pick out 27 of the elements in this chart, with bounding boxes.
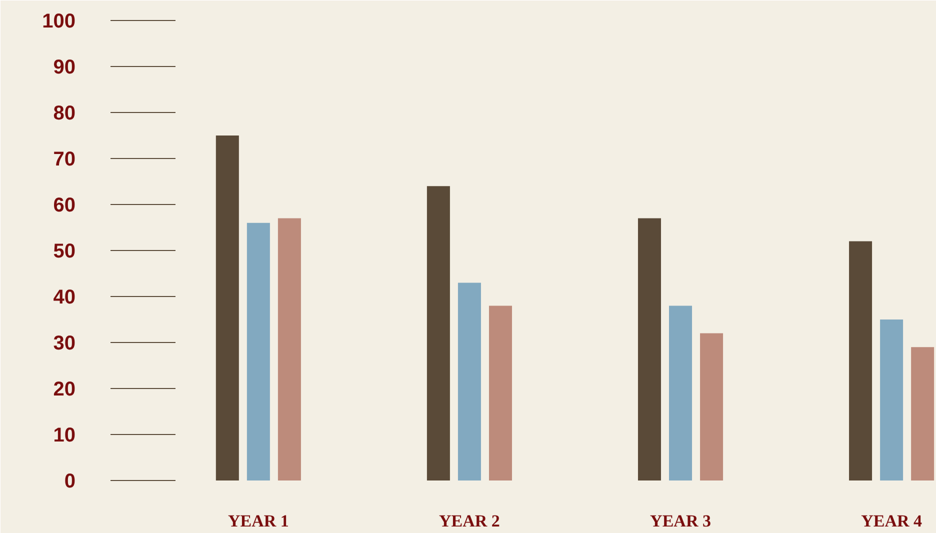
y-tick-label: 40 xyxy=(53,286,76,308)
y-tick-label: 100 xyxy=(42,10,76,32)
bar xyxy=(278,218,301,480)
bar xyxy=(426,186,450,480)
x-tick-label: YEAR 3 xyxy=(650,512,711,530)
bar xyxy=(638,218,661,480)
y-tick-label: 70 xyxy=(53,148,76,170)
bar xyxy=(246,222,270,480)
y-tick-label: 60 xyxy=(53,194,76,216)
y-tick-label: 20 xyxy=(53,378,76,400)
y-tick-label: 90 xyxy=(53,56,76,78)
y-tick-label: 80 xyxy=(53,102,76,124)
y-tick-label: 30 xyxy=(53,332,76,354)
bar xyxy=(700,333,724,480)
bar xyxy=(216,136,239,480)
bar xyxy=(880,320,904,480)
bar xyxy=(458,282,481,480)
x-tick-label: YEAR 2 xyxy=(439,512,500,530)
bar xyxy=(488,306,512,480)
y-tick-label: 10 xyxy=(53,424,76,446)
x-tick-label: YEAR 1 xyxy=(228,512,289,530)
y-tick-label: 0 xyxy=(64,470,76,492)
y-tick-label: 50 xyxy=(53,240,76,262)
bar xyxy=(669,306,692,480)
bar xyxy=(849,241,872,480)
bar xyxy=(911,347,934,480)
x-tick-label: YEAR 4 xyxy=(861,512,923,530)
